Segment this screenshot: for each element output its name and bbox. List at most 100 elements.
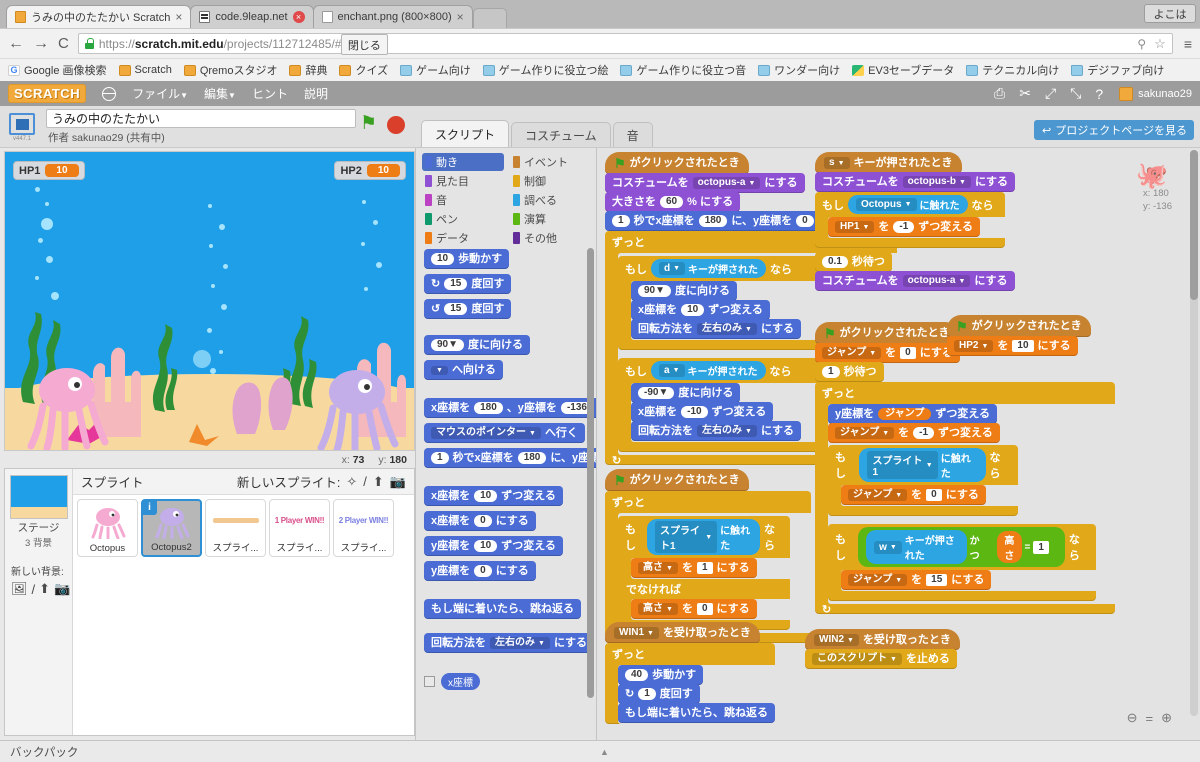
palette-block-if-on-edge-bounce[interactable]: もし端に着いたら、跳ね返る — [424, 599, 596, 619]
backpack-expand-icon[interactable]: ▲ — [600, 746, 609, 757]
block-when-broadcast-received[interactable]: WIN1 ▼ を受け取ったとき — [605, 622, 760, 643]
block-when-key-pressed[interactable]: s ▼ キーが押されたとき — [815, 152, 962, 173]
bookmark-item[interactable]: ゲーム向け — [400, 62, 471, 78]
bookmark-item[interactable]: Qremoスタジオ — [183, 62, 277, 78]
browser-menu-icon[interactable]: ≡ — [1183, 35, 1192, 52]
palette-block-turn-right[interactable]: ↻ 15 度回す — [424, 274, 596, 294]
block-when-flag-clicked[interactable]: ⚑ がクリックされたとき — [815, 322, 959, 344]
reporter-height[interactable]: 高さ — [997, 531, 1022, 563]
monitor-hp1[interactable]: HP1 10 — [13, 161, 85, 180]
category-more-blocks[interactable]: その他 — [510, 229, 592, 247]
sprite-card-octopus[interactable]: Octopus — [77, 499, 138, 557]
key-icon[interactable]: ⚲ — [1137, 36, 1147, 51]
user-menu[interactable]: sakunao29 — [1119, 86, 1192, 101]
palette-block-go-to[interactable]: マウスのポインター ▼ へ行く — [424, 423, 596, 443]
backpack-bar[interactable]: バックパック ▲ — [0, 740, 1200, 762]
menu-tips[interactable]: ヒント — [251, 87, 288, 101]
close-icon[interactable]: × — [292, 11, 305, 23]
palette-block-change-x[interactable]: x座標を 10 ずつ変える — [424, 486, 596, 506]
bookmark-item[interactable]: テクニカル向け — [966, 62, 1059, 78]
script-stack-jump[interactable]: ⚑ がクリックされたとき ジャンプ ▼ を 0 にする 1 秒待つ ずっと y座標を ジャンプ… — [815, 322, 1115, 616]
palette-block-point-towards[interactable]: ▼ へ向ける — [424, 360, 596, 380]
canvas-scrollbar[interactable] — [1190, 150, 1198, 716]
block-equals-operator[interactable]: 高さ = 1 — [989, 529, 1057, 565]
canvas-scrollbar-thumb[interactable] — [1190, 150, 1198, 300]
camera-icon[interactable]: 📷 — [389, 473, 406, 489]
zoom-in-icon[interactable]: ⊕ — [1161, 710, 1172, 725]
block-set-variable[interactable]: 高さ ▼ を 0 にする — [631, 599, 757, 619]
zoom-reset-icon[interactable]: = — [1145, 710, 1154, 726]
palette-scroll[interactable]: 10 歩動かす ↻ 15 度回す ↺ 15 度回す 90 ▼ 度に向ける ▼ へ向ける x座標を… — [416, 244, 596, 740]
small-stage-toggle[interactable]: v447.1 — [0, 106, 44, 147]
new-tab-button[interactable] — [472, 8, 507, 28]
block-point-in-direction[interactable]: -90 ▼ 度に向ける — [631, 383, 741, 403]
tab-sounds[interactable]: 音 — [612, 122, 653, 147]
camera-icon[interactable]: 📷 — [54, 581, 71, 597]
palette-scrollbar[interactable] — [587, 248, 594, 698]
sprite-card-bar[interactable]: スプライ... — [205, 499, 266, 557]
sprite-card-player1-win[interactable]: 1 Player WIN!! スプライ... — [269, 499, 330, 557]
script-stack-height-detect[interactable]: ⚑ がクリックされたとき ずっと もし スプライト1 ▼ に触れた なら 高さ ▼ を 1 に… — [605, 469, 811, 645]
block-set-variable[interactable]: ジャンプ ▼ を 15 にする — [841, 570, 992, 590]
category-sensing[interactable]: 調べる — [510, 191, 592, 209]
block-set-variable[interactable]: ジャンプ ▼ を 0 にする — [841, 485, 986, 505]
block-forever[interactable]: ずっと もし スプライト1 ▼ に触れた なら 高さ ▼ を 1 にする でなければ — [605, 491, 811, 645]
block-if-w-and-height[interactable]: もし w ▼ キーが押された かつ 高さ = 1 なら ジャンプ ▼ を 15 にする — [828, 524, 1096, 601]
category-looks[interactable]: 見た目 — [422, 172, 504, 190]
block-set-variable[interactable]: 高さ ▼ を 1 にする — [631, 558, 757, 578]
forward-icon[interactable]: → — [33, 34, 49, 52]
stamp-icon[interactable]: ⎙ — [994, 85, 1006, 101]
reporter-x-position[interactable]: x座標 — [441, 673, 480, 690]
block-if-touching-sprite1[interactable]: もし スプライト1 ▼ に触れた なら ジャンプ ▼ を 0 にする — [828, 445, 1018, 516]
block-set-variable[interactable]: ジャンプ ▼ を 0 にする — [815, 343, 960, 363]
script-stack-win2[interactable]: WIN2 ▼ を受け取ったとき このスクリプト ▼ を止める — [805, 629, 960, 669]
bookmark-item[interactable]: Scratch — [118, 64, 172, 76]
block-if-on-edge-bounce[interactable]: もし端に着いたら、跳ね返る — [618, 703, 775, 723]
back-icon[interactable]: ← — [8, 34, 24, 52]
block-and-operator[interactable]: w ▼ キーが押された かつ 高さ = 1 — [858, 527, 1065, 567]
category-sound[interactable]: 音 — [422, 191, 504, 209]
script-canvas[interactable]: 🐙 x: 180 y: -136 ⚑ がクリックされたとき コスチュームを octo… — [597, 148, 1190, 740]
close-icon[interactable]: × — [175, 10, 183, 24]
block-set-rotation-style[interactable]: 回転方法を 左右のみ ▼ にする — [631, 421, 802, 441]
stage[interactable]: HP1 10 HP2 10 — [4, 151, 415, 451]
reload-icon[interactable]: C — [58, 35, 69, 52]
upload-icon[interactable]: ⬆ — [372, 473, 384, 489]
category-data[interactable]: データ — [422, 229, 504, 247]
block-touching[interactable]: スプライト1 ▼ に触れた — [647, 519, 760, 555]
block-change-y-by[interactable]: y座標を ジャンプ ずつ変える — [828, 404, 997, 424]
palette-block-set-rotation-style[interactable]: 回転方法を 左右のみ ▼ にする — [424, 633, 596, 653]
block-wait-seconds[interactable]: 1 秒待つ — [815, 362, 884, 382]
tab-scripts[interactable]: スクリプト — [421, 120, 510, 147]
bookmark-item[interactable]: EV3セーブデータ — [852, 62, 954, 78]
browser-tab-code9leap[interactable]: code.9leap.net × — [190, 5, 314, 28]
block-when-broadcast-received[interactable]: WIN2 ▼ を受け取ったとき — [805, 629, 960, 650]
block-key-pressed[interactable]: a ▼ キーが押された — [651, 361, 766, 380]
script-stack-attack[interactable]: s ▼ キーが押されたとき コスチュームを octopus-b ▼ にする もし Octo… — [815, 152, 1016, 291]
block-change-variable[interactable]: HP1 ▼ を -1 ずつ変える — [828, 217, 980, 237]
category-pen[interactable]: ペン — [422, 210, 504, 228]
block-key-pressed[interactable]: w ▼ キーが押された — [866, 530, 967, 564]
stop-icon[interactable] — [387, 116, 405, 134]
picture-icon[interactable]: 🖼 — [11, 581, 28, 597]
browser-tab-scratch[interactable]: うみの中のたたかい Scratch × — [6, 5, 192, 28]
paint-icon[interactable]: / — [31, 581, 36, 597]
block-switch-costume[interactable]: コスチュームを octopus-a ▼ にする — [815, 271, 1015, 291]
palette-block-move[interactable]: 10 歩動かす — [424, 249, 596, 269]
block-when-flag-clicked[interactable]: ⚑ がクリックされたとき — [605, 152, 749, 174]
paint-icon[interactable]: / — [363, 474, 367, 489]
sprite-card-player2-win[interactable]: 2 Player WIN!! スプライ... — [333, 499, 394, 557]
scratch-logo[interactable]: SCRATCH — [8, 84, 87, 103]
bookmark-item[interactable]: クイズ — [339, 62, 388, 78]
block-if-else-touching[interactable]: もし スプライト1 ▼ に触れた なら 高さ ▼ を 1 にする でなければ 高さ ▼ を 0 にす… — [618, 516, 790, 630]
palette-block-turn-left[interactable]: ↺ 15 度回す — [424, 299, 596, 319]
upload-icon[interactable]: ⬆ — [39, 581, 51, 597]
close-icon[interactable]: × — [456, 10, 464, 24]
block-if-touching-octopus[interactable]: もし Octopus ▼ に触れた なら HP1 ▼ を -1 ずつ変える — [815, 192, 1005, 248]
window-title-button[interactable]: よこは — [1144, 4, 1196, 23]
bookmark-item[interactable]: ゲーム作りに役立つ音 — [620, 62, 746, 78]
block-stop-script[interactable]: このスクリプト ▼ を止める — [805, 649, 957, 669]
scissors-icon[interactable]: ✂ — [1019, 85, 1031, 101]
